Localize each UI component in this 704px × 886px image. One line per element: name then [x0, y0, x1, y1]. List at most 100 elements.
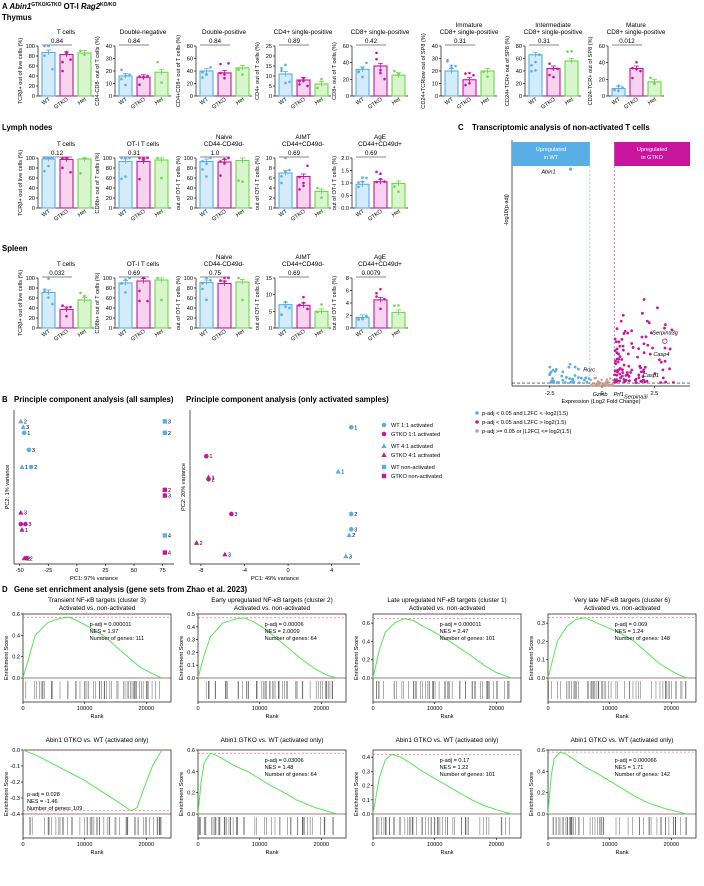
data-dot [379, 177, 382, 181]
volcano-legend-label: p-adj >= 0.05 or |L2FC| <= log2(1.5) [482, 429, 571, 435]
chart-title: Naive [216, 134, 233, 141]
gsea-stat: NES = 1.48 [265, 765, 294, 771]
gsea-stat: Number of genes: 101 [440, 636, 495, 642]
pca-point-label: 3 [354, 527, 357, 533]
volcano-point-gtko [616, 360, 620, 364]
data-dot [205, 73, 208, 76]
data-dot [288, 168, 291, 172]
volcano-point-wt [564, 375, 568, 379]
x-tick-label: 20000 [489, 706, 505, 712]
volcano-point-wt [548, 365, 552, 369]
data-dot [51, 156, 54, 160]
volcano-point-wt [579, 376, 583, 380]
volcano-point-wt [567, 365, 571, 369]
pca-point [205, 474, 212, 480]
volcano-point-gtko [646, 343, 650, 347]
pca-point-label: 3 [24, 511, 27, 517]
volcano-point-gtko [615, 378, 619, 382]
data-dot [653, 82, 656, 86]
x-tick-label: WT [199, 96, 210, 106]
p-value: 0.12 [51, 150, 64, 157]
data-dot [298, 303, 301, 307]
y-tick-label: 0 [346, 326, 349, 332]
x-tick-label: GTKO [53, 328, 70, 342]
volcano-point-gtko [634, 381, 638, 385]
data-dot [280, 69, 283, 73]
data-dot [365, 176, 368, 180]
y-tick-label: 6 [346, 289, 349, 295]
y-tick-label: 15 [266, 64, 272, 70]
volcano-point-gtko [613, 373, 617, 377]
bar-gtko [296, 175, 311, 209]
chart-title: CD8+ single-positive [524, 29, 583, 36]
y-tick-label: 100 [26, 276, 35, 282]
y-tick-label: 0 [435, 94, 438, 100]
x-tick-label: WT [199, 328, 210, 338]
bar-het [154, 159, 169, 209]
volcano-point-gtko [615, 351, 619, 355]
data-dot [548, 73, 551, 77]
data-dot [306, 164, 309, 168]
pca-point-label: 2 [352, 533, 355, 539]
volcano-point-wt [576, 376, 580, 379]
y-tick-label: 40 [106, 44, 112, 50]
pca-point-label: 2 [212, 477, 215, 483]
volcano-plot: -2.5 0 2.5 Expression (Log2 Fold Change) -lo… [475, 140, 690, 435]
data-dot [298, 79, 301, 83]
volcano-point-gtko [630, 368, 634, 372]
bar-het [480, 70, 495, 97]
data-dot [280, 66, 283, 70]
volcano-point-gtko [615, 347, 619, 351]
data-dot [47, 156, 50, 160]
y-tick-label: -0.4 [10, 812, 20, 818]
data-dot [320, 303, 323, 306]
x-tick-label: 0 [546, 706, 549, 712]
y-tick-label: 0.0 [362, 676, 370, 682]
y-axis-label: out of OT-I T cells (%) [332, 276, 338, 330]
data-dot [302, 301, 305, 305]
pca-point [381, 452, 387, 457]
pca-point-label: 3 [28, 522, 31, 528]
data-dot [142, 158, 145, 162]
bar-chart-thy3: Double-positive 0.84 0 20 40 60 80 CD4+CD8+ out… [176, 29, 252, 111]
gsea-stat: NES = 1.24 [615, 629, 644, 635]
y-tick-label: 20 [29, 196, 35, 202]
data-dot [65, 156, 68, 160]
pca-point [162, 430, 168, 436]
volcano-point-gtko [640, 335, 644, 339]
gsea-stat: p-adj = 0.069 [615, 622, 648, 628]
chart-title: AgE [374, 254, 386, 261]
data-dot [128, 156, 131, 160]
y-axis-label: TCRβ+ out of live cells (%) [18, 150, 24, 217]
data-dot [280, 175, 283, 178]
data-dot [617, 89, 620, 93]
data-dot [482, 70, 485, 73]
volcano-point-gtko [642, 370, 646, 374]
data-dot [69, 170, 72, 174]
volcano-point-ns [598, 384, 602, 388]
data-dot [397, 72, 400, 76]
pca-point-label: 2 [34, 465, 37, 471]
chart-title: CD8+ single-positive [440, 29, 499, 36]
data-dot [69, 58, 72, 61]
x-tick-label: GTKO [290, 96, 307, 110]
y-tick-label: 0.1 [362, 798, 370, 804]
y-tick-label: 40 [516, 69, 522, 75]
data-dot [156, 156, 159, 160]
volcano-point-ns [609, 377, 612, 380]
pca-point [348, 527, 354, 532]
x-tick-label: Het [564, 96, 575, 106]
data-dot [316, 310, 319, 314]
bar-wt [118, 160, 133, 209]
gene-label: Casp4 [653, 352, 669, 358]
chart-title: CD44+CD49d+ [358, 141, 402, 148]
data-dot [51, 302, 54, 306]
y-tick-label: 0.4 [187, 625, 195, 631]
gsea-stat: p-adj = 0.028 [27, 792, 60, 798]
volcano-point-gtko [642, 342, 646, 346]
data-dot [383, 297, 386, 301]
bar-chart-thy4: CD4+ single-positive 0.89 0 5 10 15 20 25 CD4+ o… [255, 29, 333, 111]
pca-point [162, 419, 168, 424]
